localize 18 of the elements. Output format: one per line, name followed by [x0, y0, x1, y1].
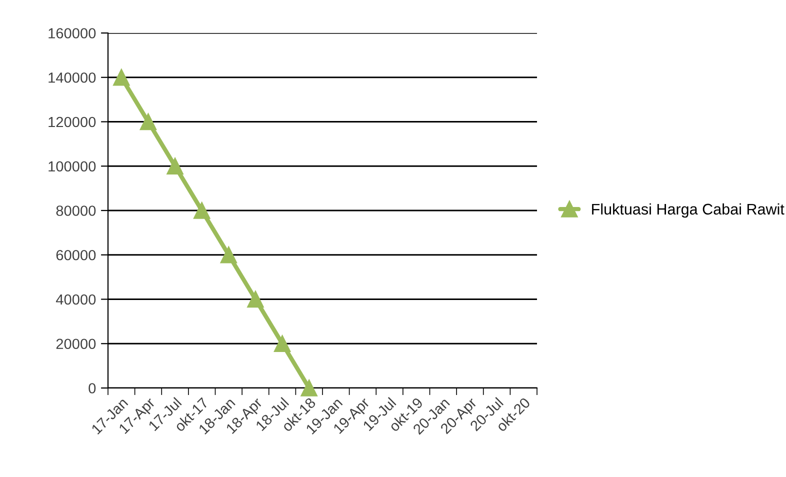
y-tick-label: 120000 — [48, 116, 96, 128]
point — [140, 113, 157, 130]
y-tick-label: 100000 — [48, 161, 96, 172]
point — [194, 202, 210, 219]
y-tick-label: 160000 — [48, 28, 96, 38]
y-tick-label: 80000 — [56, 206, 96, 216]
y-tick-label: 140000 — [48, 72, 96, 83]
legend-label: Fluktuasi Harga Cabai Rawit — [592, 203, 784, 218]
y-tick-label: 0 — [88, 383, 96, 394]
point — [166, 158, 184, 174]
point — [113, 69, 130, 86]
y-tick-label: 40000 — [56, 294, 96, 305]
y-tick-label: 20000 — [56, 338, 96, 350]
point — [274, 335, 291, 352]
point — [300, 380, 318, 396]
y-tick-label: 60000 — [56, 250, 96, 260]
point — [220, 246, 237, 264]
point — [247, 290, 264, 308]
